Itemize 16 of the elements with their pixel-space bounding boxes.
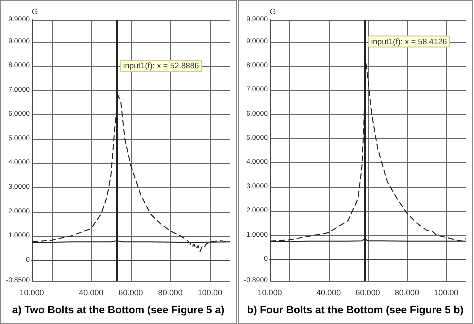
x-tick-label: 60.000 <box>356 288 381 298</box>
x-tick-label: 40.000 <box>316 288 342 298</box>
y-axis-title: G <box>270 8 276 16</box>
x-tick-label: 80.000 <box>394 288 420 298</box>
text: a) Two Bolts at the Bottom (see Figure 5 a) <box>12 304 225 316</box>
x-tick-label: 100.00 <box>198 288 223 298</box>
x-tick-label: 100.00 <box>434 288 460 298</box>
x-tick-label: 10.000 <box>20 288 45 298</box>
text: b) Four Bolts at the Bottom (see Figure 5 b) <box>247 304 464 316</box>
annotation: input1(f): x = 52.8886 <box>123 62 200 71</box>
x-tick-label: 40.000 <box>79 288 104 298</box>
x-tick-label: 10.000 <box>258 288 283 298</box>
x-tick-label: 80.000 <box>158 288 184 298</box>
annotation: input1(f): x = 58.4126 <box>371 37 448 46</box>
x-tick-label: 60.000 <box>118 288 144 298</box>
y-axis-title: G <box>32 8 38 16</box>
